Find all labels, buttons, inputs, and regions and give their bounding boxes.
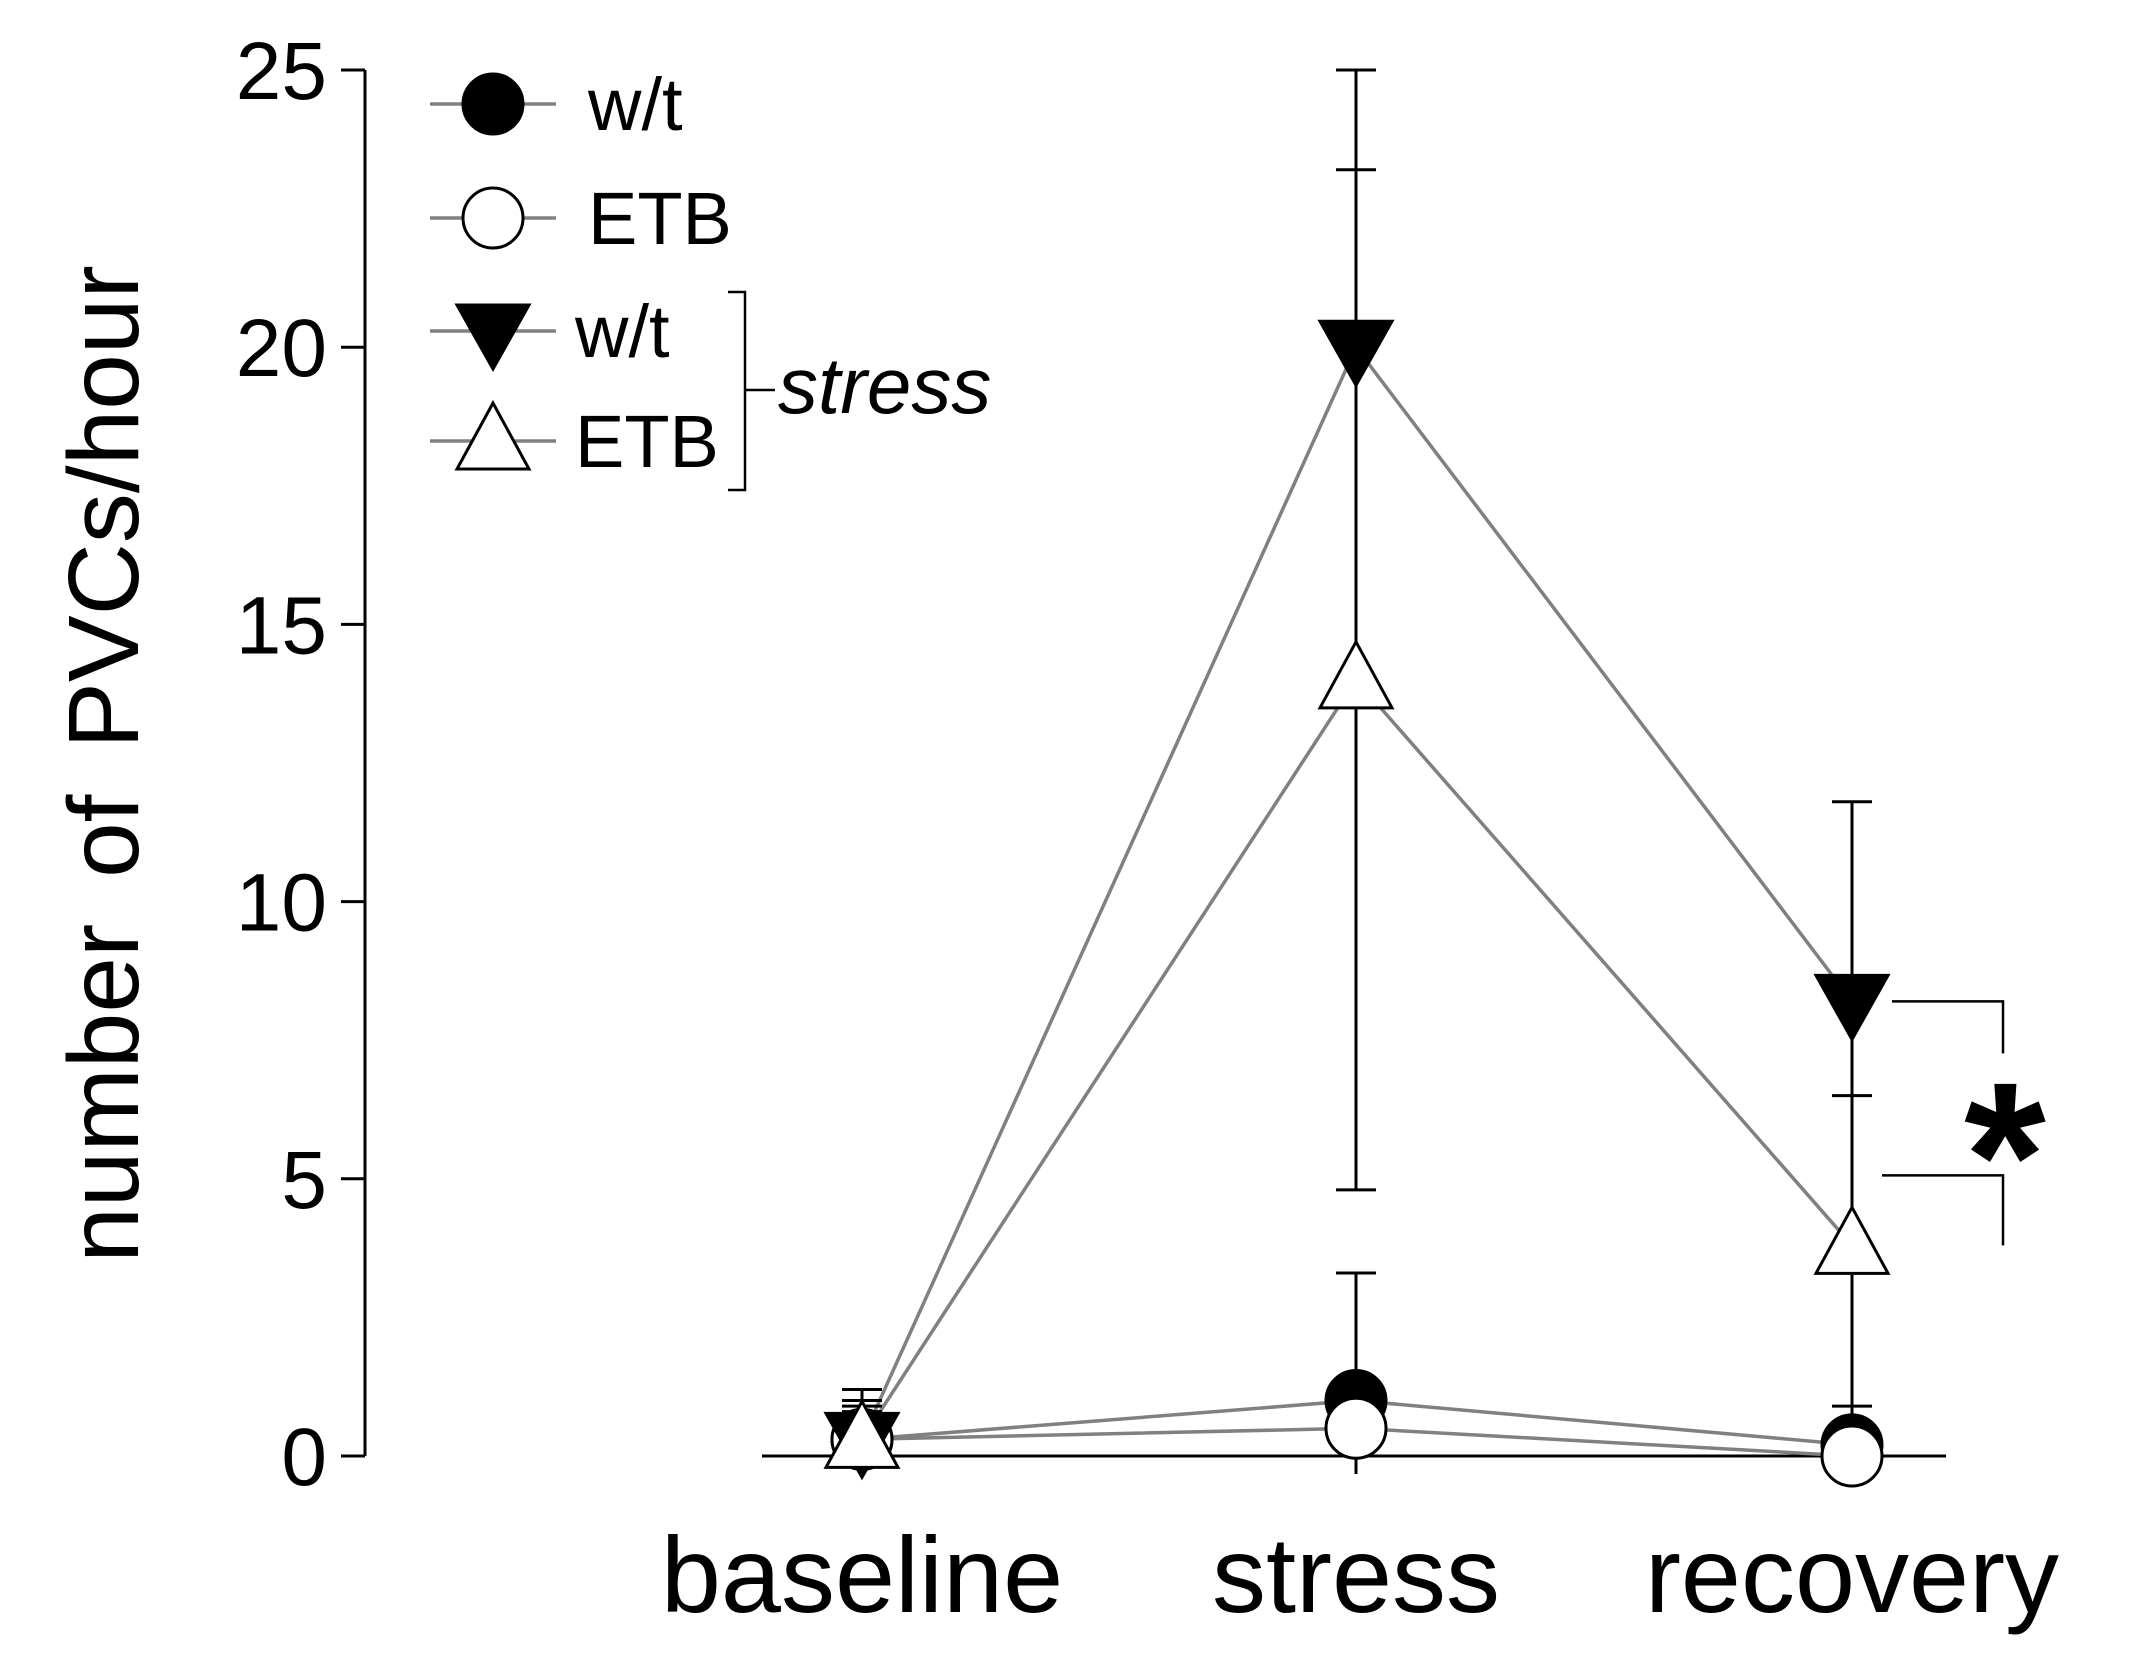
axes: 0 5 10 15 20 25 baseline stress recovery number o… (48, 26, 2059, 1635)
y-tick-label: 10 (236, 858, 327, 949)
data-point (823, 1398, 901, 1469)
legend-label: w/t (587, 63, 683, 146)
x-category-label: stress (1212, 1514, 1500, 1635)
legend-marker (454, 399, 532, 471)
data-point (1324, 1396, 1388, 1460)
legend-group-label: stress (778, 341, 991, 430)
y-tick-label: 0 (281, 1412, 327, 1503)
data-point (1820, 1424, 1884, 1488)
legend-marker (454, 303, 532, 373)
significance-bracket (1882, 1000, 2005, 1246)
error-bars (842, 68, 1872, 1456)
data-point (1317, 638, 1395, 710)
y-tick-label: 15 (236, 580, 327, 671)
legend-marker (461, 72, 525, 136)
y-tick-label: 20 (236, 303, 327, 394)
legend-marker (461, 186, 525, 250)
data-point (1813, 1204, 1891, 1275)
legend-group-bracket (728, 290, 775, 492)
legend-label: w/t (574, 290, 670, 373)
significance-star: * (1964, 1038, 2046, 1273)
y-axis-label: number of PVCs/hour (48, 265, 160, 1263)
legend-label: ETB (588, 177, 732, 260)
legend: w/t ETB w/t ETB stress (430, 63, 991, 492)
annotations: * (1882, 1000, 2046, 1273)
data-point (1317, 319, 1395, 389)
data-markers (823, 319, 1891, 1488)
y-tick-label: 5 (281, 1135, 327, 1226)
data-point (1813, 973, 1891, 1043)
x-category-label: baseline (661, 1514, 1063, 1635)
y-tick-label: 25 (236, 26, 327, 117)
x-category-label: recovery (1645, 1514, 2059, 1635)
legend-label: ETB (575, 400, 719, 483)
